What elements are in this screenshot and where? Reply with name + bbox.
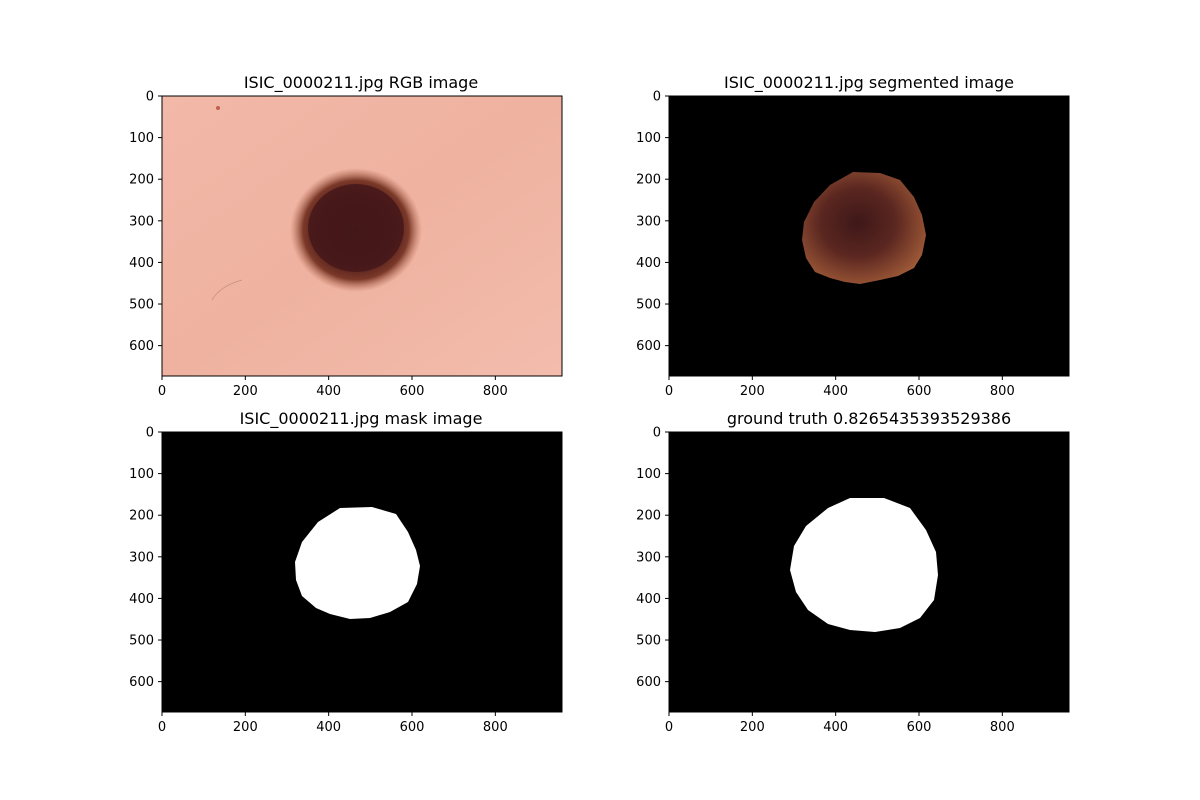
lesion-core (308, 184, 404, 272)
y-tick-label: 100 (129, 467, 154, 482)
y-tick-label: 500 (129, 634, 154, 649)
panel-segmented: ISIC_0000211.jpg segmented image 0 100 200… (636, 73, 1070, 399)
x-tick-label: 400 (316, 384, 341, 399)
x-tick-label: 800 (990, 384, 1015, 399)
y-tick-label: 500 (636, 634, 661, 649)
y-tick-label: 600 (129, 339, 154, 354)
x-tick-label: 400 (823, 384, 848, 399)
x-tick-label: 200 (233, 384, 258, 399)
x-axis: 0 200 400 600 800 (158, 376, 508, 399)
y-axis: 0 100 200 300 400 500 600 (129, 426, 162, 690)
x-tick-label: 400 (316, 720, 341, 735)
panel-title: ground truth 0.8265435393529386 (727, 409, 1011, 428)
y-tick-label: 0 (146, 426, 154, 441)
x-axis: 0 200 400 600 800 (665, 712, 1015, 735)
y-tick-label: 400 (636, 256, 661, 271)
y-tick-label: 300 (129, 550, 154, 565)
x-axis: 0 200 400 600 800 (158, 712, 508, 735)
y-tick-label: 0 (653, 426, 661, 441)
y-tick-label: 200 (636, 173, 661, 188)
y-tick-label: 600 (636, 339, 661, 354)
x-axis: 0 200 400 600 800 (665, 376, 1015, 399)
axes-frame (668, 95, 1070, 377)
y-tick-label: 0 (653, 90, 661, 105)
ground-truth-region (790, 498, 938, 632)
panel-mask: ISIC_0000211.jpg mask image 0 100 200 300 40… (129, 409, 563, 735)
y-axis: 0 100 200 300 400 500 600 (636, 90, 669, 354)
y-tick-label: 100 (129, 131, 154, 146)
segmented-lesion (802, 172, 926, 284)
x-tick-label: 600 (400, 384, 425, 399)
x-tick-label: 200 (740, 720, 765, 735)
y-tick-label: 0 (146, 90, 154, 105)
y-tick-label: 200 (636, 509, 661, 524)
axes-frame (161, 95, 563, 377)
x-tick-label: 0 (665, 384, 673, 399)
y-tick-label: 600 (129, 675, 154, 690)
hair-strand (211, 279, 243, 301)
y-tick-label: 300 (636, 214, 661, 229)
x-tick-label: 600 (400, 720, 425, 735)
x-tick-label: 0 (158, 720, 166, 735)
x-tick-label: 800 (483, 384, 508, 399)
y-tick-label: 400 (129, 256, 154, 271)
axes-frame (668, 431, 1070, 713)
y-tick-label: 300 (129, 214, 154, 229)
y-tick-label: 100 (636, 467, 661, 482)
panel-rgb: ISIC_0000211.jpg RGB image 0 100 200 300 400… (129, 73, 563, 399)
y-tick-label: 200 (129, 509, 154, 524)
x-tick-label: 200 (233, 720, 258, 735)
x-tick-label: 0 (665, 720, 673, 735)
y-tick-label: 200 (129, 173, 154, 188)
mask-region (295, 507, 420, 619)
panel-title: ISIC_0000211.jpg mask image (240, 409, 483, 429)
axes-frame (161, 431, 563, 713)
panel-title: ISIC_0000211.jpg segmented image (724, 73, 1014, 93)
y-tick-label: 300 (636, 550, 661, 565)
y-tick-label: 400 (129, 592, 154, 607)
y-tick-label: 500 (129, 298, 154, 313)
y-tick-label: 100 (636, 131, 661, 146)
y-tick-label: 500 (636, 298, 661, 313)
y-axis: 0 100 200 300 400 500 600 (636, 426, 669, 690)
x-tick-label: 800 (990, 720, 1015, 735)
y-tick-label: 400 (636, 592, 661, 607)
skin-spot (216, 106, 220, 110)
x-tick-label: 600 (907, 720, 932, 735)
y-axis: 0 100 200 300 400 500 600 (129, 90, 162, 354)
y-tick-label: 600 (636, 675, 661, 690)
panel-ground-truth: ground truth 0.8265435393529386 0 100 200 3… (636, 409, 1070, 735)
x-tick-label: 800 (483, 720, 508, 735)
x-tick-label: 600 (907, 384, 932, 399)
x-tick-label: 400 (823, 720, 848, 735)
panel-title: ISIC_0000211.jpg RGB image (244, 73, 478, 93)
x-tick-label: 200 (740, 384, 765, 399)
x-tick-label: 0 (158, 384, 166, 399)
